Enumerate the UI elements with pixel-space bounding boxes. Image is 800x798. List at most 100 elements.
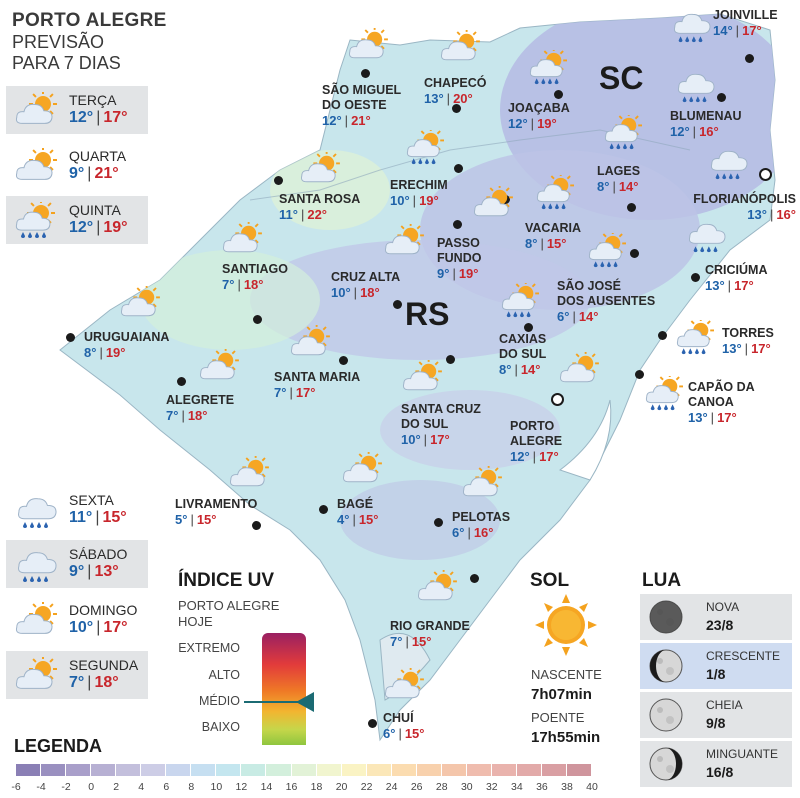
city-marker-chui[interactable] — [368, 719, 377, 728]
city-marker-santa-maria[interactable] — [339, 356, 348, 365]
city-min-temp: 7° — [390, 634, 403, 649]
legend-swatch-1 — [41, 764, 67, 776]
city-label-erechim: ERECHIM 10° | 19° — [390, 178, 448, 208]
forecast-max-temp: 18° — [94, 674, 119, 691]
city-marker-joinville[interactable] — [745, 54, 754, 63]
city-marker-sao-jose[interactable] — [630, 249, 639, 258]
city-temps: 7° | 15° — [390, 634, 470, 649]
city-marker-santiago[interactable] — [253, 315, 262, 324]
legend-tick: 36 — [536, 781, 548, 793]
rain-cloud-icon — [705, 145, 751, 181]
city-marker-lages[interactable] — [627, 203, 636, 212]
city-marker-erechim[interactable] — [454, 164, 463, 173]
city-marker-porto-alegre[interactable] — [551, 393, 564, 406]
city-marker-criciuma[interactable] — [691, 273, 700, 282]
temp-separator: | — [532, 449, 537, 464]
city-label-capao: CAPÃO DA CANOA 13° | 17° — [688, 380, 755, 425]
city-temps: 6° | 15° — [383, 726, 425, 741]
legend-tick: -6 — [11, 781, 21, 793]
city-marker-florianopolis[interactable] — [759, 168, 772, 181]
legend-tick: 8 — [188, 781, 195, 793]
moon-phase-date: 1/8 — [706, 666, 726, 682]
city-marker-uruguaiana[interactable] — [66, 333, 75, 342]
temp-separator: | — [289, 385, 293, 400]
temp-separator: | — [452, 266, 456, 281]
city-name: LIVRAMENTO — [175, 497, 258, 511]
forecast-day-name: SÁBADO — [69, 546, 128, 562]
temp-separator: | — [95, 509, 100, 526]
city-marker-pelotas[interactable] — [434, 518, 443, 527]
city-max-temp: 17° — [430, 432, 450, 447]
city-marker-chapeco[interactable] — [452, 104, 461, 113]
city-min-temp: 10° — [331, 285, 351, 300]
partly-cloudy-icon — [287, 323, 333, 361]
city-name: CHUÍ — [383, 711, 414, 725]
partly-cloudy-icon — [339, 450, 385, 488]
city-label-torres: TORRES 13° | 17° — [722, 326, 774, 356]
rain-cloud-icon — [11, 546, 61, 584]
rain-cloud-icon — [672, 68, 718, 104]
forecast-max-temp: 15° — [102, 509, 127, 526]
temp-separator: | — [96, 109, 101, 126]
city-label-joacaba: JOAÇABA 12° | 19° — [508, 101, 570, 131]
city-temps: 14° | 17° — [713, 23, 778, 38]
city-min-temp: 8° — [499, 362, 512, 377]
legend-title: LEGENDA — [14, 736, 103, 756]
city-marker-rio-grande[interactable] — [470, 574, 479, 583]
city-marker-santa-rosa[interactable] — [274, 176, 283, 185]
city-name: SANTA ROSA — [279, 192, 361, 206]
partly-cloudy-icon — [399, 358, 445, 396]
city-marker-torres[interactable] — [658, 331, 667, 340]
temp-separator: | — [467, 525, 471, 540]
moon-phase-name: CHEIA — [706, 698, 743, 712]
partly-cloudy-icon — [437, 28, 483, 66]
waxing-moon-icon — [647, 647, 685, 685]
legend-tick: 12 — [235, 781, 248, 793]
new-moon-icon — [647, 598, 685, 636]
city-name: ERECHIM — [390, 178, 448, 192]
city-name: FLORIANÓPOLIS — [693, 192, 796, 206]
sunrise-label: NASCENTE — [531, 667, 602, 682]
city-marker-joacaba[interactable] — [554, 90, 563, 99]
city-label-criciuma: CRICIÚMA 13° | 17° — [705, 263, 768, 293]
forecast-day-5: DOMINGO 10° | 17° — [6, 596, 148, 644]
legend-swatch-5 — [141, 764, 167, 776]
temp-separator: | — [446, 91, 451, 106]
partly-cloudy-icon — [11, 146, 61, 186]
forecast-day-name: QUINTA — [69, 202, 121, 218]
city-name: SANTA MARIA — [274, 370, 361, 384]
city-marker-alegrete[interactable] — [177, 377, 186, 386]
city-max-temp: 21° — [351, 113, 371, 128]
city-marker-livramento[interactable] — [252, 521, 261, 530]
city-marker-sao-miguel[interactable] — [361, 69, 370, 78]
city-max-temp: 16° — [776, 207, 796, 222]
legend-swatch-20 — [516, 764, 542, 776]
temp-separator: | — [344, 113, 349, 128]
legend-tick: 40 — [586, 781, 598, 793]
temp-separator: | — [96, 219, 101, 236]
city-min-temp: 13° — [705, 278, 725, 293]
city-max-temp: 16° — [699, 124, 719, 139]
city-marker-cruz-alta[interactable] — [393, 300, 402, 309]
city-marker-capao[interactable] — [635, 370, 644, 379]
legend-tick: 20 — [335, 781, 348, 793]
city-marker-bage[interactable] — [319, 505, 328, 514]
city-label-santa-cruz: SANTA CRUZ DO SUL 10° | 17° — [401, 402, 481, 447]
forecast-day-name: SEGUNDA — [69, 657, 139, 673]
city-label-chapeco: CHAPECÓ 13° | 20° — [424, 76, 487, 106]
city-label-blumenau: BLUMENAU 12° | 16° — [670, 109, 742, 139]
forecast-min-temp: 12° — [69, 219, 94, 236]
sunset-label: POENTE — [531, 710, 585, 725]
legend-swatch-13 — [341, 764, 367, 776]
city-marker-caxias[interactable] — [524, 323, 533, 332]
city-temps: 10° | 19° — [390, 193, 448, 208]
forecast-day-6: SEGUNDA 7° | 18° — [6, 651, 148, 699]
city-max-temp: 15° — [546, 236, 567, 251]
city-marker-santa-cruz[interactable] — [446, 355, 455, 364]
city-marker-passo-fundo[interactable] — [453, 220, 462, 229]
sun-rain-icon — [585, 230, 631, 269]
legend-swatch-2 — [66, 764, 92, 776]
city-marker-blumenau[interactable] — [717, 93, 726, 102]
uv-subtitle-day: HOJE — [178, 614, 213, 629]
sunset-time: 17h55min — [531, 729, 601, 746]
